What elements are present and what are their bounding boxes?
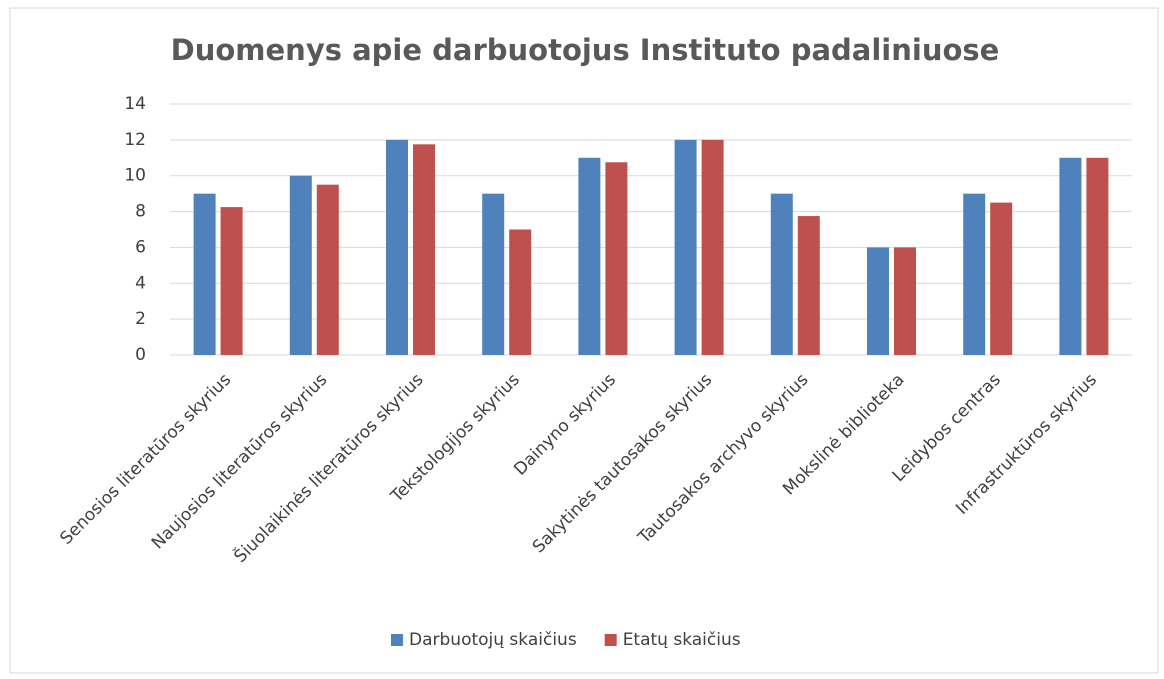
bar bbox=[193, 193, 216, 355]
legend-swatch bbox=[604, 634, 617, 646]
bar bbox=[289, 175, 312, 355]
bar bbox=[509, 229, 532, 355]
bar bbox=[701, 139, 724, 355]
bar bbox=[605, 162, 628, 355]
bar bbox=[220, 207, 243, 355]
bar bbox=[386, 139, 408, 355]
bar bbox=[797, 216, 820, 355]
y-tick-label: 6 bbox=[135, 237, 146, 257]
y-tick-label: 12 bbox=[124, 130, 146, 150]
bar bbox=[990, 202, 1013, 355]
bar bbox=[963, 193, 986, 355]
bar bbox=[413, 144, 435, 355]
bar bbox=[316, 184, 339, 355]
bar bbox=[578, 157, 601, 355]
bar bbox=[482, 193, 505, 355]
bar bbox=[867, 247, 889, 355]
bar bbox=[1086, 157, 1109, 355]
legend-label: Darbuotojų skaičius bbox=[409, 630, 577, 650]
y-tick-label: 14 bbox=[124, 94, 146, 114]
bar bbox=[894, 247, 916, 355]
y-tick-label: 10 bbox=[124, 166, 146, 186]
y-tick-label: 0 bbox=[135, 345, 146, 365]
bar bbox=[674, 139, 697, 355]
legend-label: Etatų skaičius bbox=[623, 630, 741, 650]
legend-swatch bbox=[391, 634, 403, 646]
bar bbox=[770, 193, 793, 355]
y-tick-label: 8 bbox=[135, 202, 146, 222]
y-tick-label: 4 bbox=[135, 273, 146, 293]
y-tick-label: 2 bbox=[135, 309, 146, 329]
chart-title: Duomenys apie darbuotojus Instituto pada… bbox=[171, 33, 1000, 67]
bar bbox=[1059, 157, 1082, 355]
